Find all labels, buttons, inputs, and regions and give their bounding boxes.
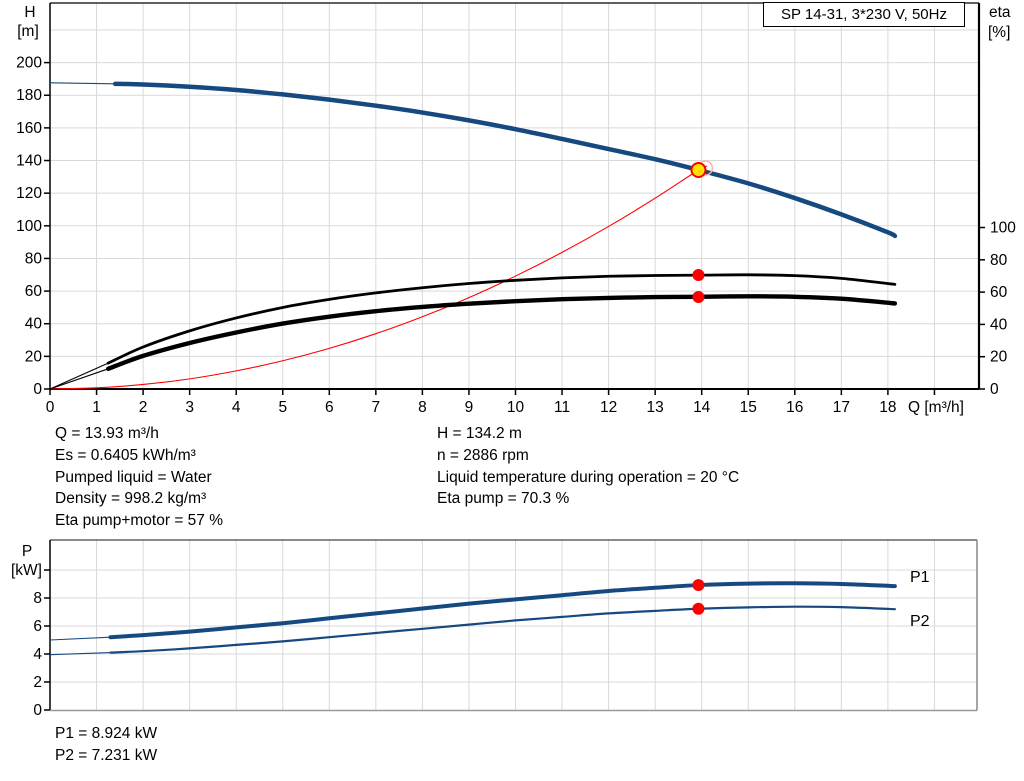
x-tick-label: 9	[465, 399, 474, 416]
duty-info-left-column: Q = 13.93 m³/h Es = 0.6405 kWh/m³ Pumped…	[55, 423, 223, 532]
x-tick-label: 14	[693, 399, 711, 416]
power-chart: 0 2 4 6 8 P [kW] P1 P2	[11, 539, 978, 719]
y-left-tick-label: 40	[25, 316, 43, 333]
power-readout: P1 = 8.924 kW P2 = 7.231 kW	[55, 723, 157, 767]
p-axis-unit: [kW]	[11, 562, 42, 579]
y-left-tick-label: 2	[33, 674, 42, 691]
info-head: H = 134.2 m	[437, 425, 522, 442]
y-left-tick-label: 80	[25, 250, 43, 267]
info-pumped-liquid: Pumped liquid = Water	[55, 468, 212, 486]
p-axis-title: P	[22, 543, 32, 560]
readout-p2: P2 = 7.231 kW	[55, 747, 158, 764]
info-flow: Q = 13.93 m³/h	[55, 425, 159, 442]
x-tick-label: 0	[46, 399, 55, 416]
y-left-tick-label: 0	[33, 381, 42, 398]
p2-curve	[109, 605, 896, 654]
info-speed: n = 2886 rpm	[437, 446, 529, 464]
eta-pump-motor-curve	[105, 294, 898, 372]
pump-model-badge: SP 14-31, 3*230 V, 50Hz	[763, 2, 965, 27]
y-left-tick-label: 180	[16, 87, 42, 104]
p1-curve-lead-in	[49, 636, 111, 641]
head-curve	[112, 81, 898, 239]
y-left-tick-label: 140	[16, 153, 42, 170]
duty-point	[690, 161, 707, 178]
info-density: Density = 998.2 kg/m³	[55, 490, 207, 508]
eta-pump-motor-curve-lead-in	[49, 368, 109, 390]
eta-pump-motor-point	[692, 290, 705, 303]
x-tick-label: 8	[418, 399, 427, 416]
p2-series-label: P2	[910, 613, 930, 630]
h-axis-title: H	[24, 4, 35, 21]
y-right-tick-label: 40	[990, 316, 1008, 333]
x-tick-label: 13	[647, 399, 664, 416]
x-tick-label: 5	[278, 399, 287, 416]
pump-model-label: SP 14-31, 3*230 V, 50Hz	[781, 6, 947, 23]
system-curve	[49, 165, 707, 390]
x-tick-label: 3	[185, 399, 194, 416]
x-tick-label: 18	[879, 399, 896, 416]
y-right-tick-label: 100	[990, 220, 1016, 237]
duty-info-right-column: H = 134.2 m n = 2886 rpm Liquid temperat…	[437, 423, 739, 510]
y-right-tick-label: 0	[990, 381, 999, 398]
q-axis-title: Q [m³/h]	[908, 399, 964, 416]
eta-axis-unit: [%]	[988, 24, 1010, 41]
x-tick-label: 17	[833, 399, 850, 416]
x-tick-label: 16	[786, 399, 803, 416]
p2-point	[692, 602, 705, 615]
x-tick-label: 15	[740, 399, 757, 416]
y-right-tick-label: 20	[990, 349, 1008, 366]
y-left-tick-label: 8	[33, 590, 42, 607]
p2-curve-lead-in	[49, 652, 111, 656]
x-tick-label: 12	[600, 399, 617, 416]
x-tick-label: 6	[325, 399, 334, 416]
y-left-tick-label: 200	[16, 55, 42, 72]
y-left-tick-label: 160	[16, 120, 42, 137]
y-left-tick-label: 120	[16, 185, 42, 202]
y-left-tick-label: 6	[33, 618, 42, 635]
y-right-tick-label: 80	[990, 252, 1008, 269]
y-left-tick-label: 20	[25, 348, 43, 365]
eta-pump-point	[692, 268, 705, 281]
readout-p1: P1 = 8.924 kW	[55, 725, 158, 742]
info-eta-pump: Eta pump = 70.3 %	[437, 490, 570, 508]
x-tick-label: 7	[372, 399, 381, 416]
p1-point	[692, 579, 705, 592]
h-axis-unit: [m]	[17, 23, 39, 40]
y-left-tick-label: 100	[16, 218, 42, 235]
y-left-tick-label: 60	[25, 283, 43, 300]
eta-pump-curve-lead-in	[49, 362, 109, 390]
hq-eta-chart: 0 1 2 3 4 5 6 7 8 9 10 11 12 13 14 15 16 17 18020406080100…	[16, 2, 1016, 416]
x-tick-label: 2	[139, 399, 148, 416]
info-eta-pump-motor: Eta pump+motor = 57 %	[55, 512, 224, 530]
p1-curve	[108, 581, 897, 640]
y-left-tick-label: 0	[33, 702, 42, 719]
y-right-tick-label: 60	[990, 284, 1008, 301]
info-specific-energy: Es = 0.6405 kWh/m³	[55, 446, 196, 464]
y-left-tick-label: 4	[33, 646, 42, 663]
eta-pump-curve	[106, 273, 897, 365]
info-liquid-temperature: Liquid temperature during operation = 20…	[437, 468, 740, 486]
head-curve-lead-in	[49, 82, 116, 85]
p1-series-label: P1	[910, 569, 930, 586]
x-tick-label: 11	[554, 399, 570, 416]
x-tick-label: 10	[507, 399, 525, 416]
eta-axis-title: eta	[989, 4, 1011, 21]
x-tick-label: 4	[232, 399, 241, 416]
x-tick-label: 1	[92, 399, 101, 416]
